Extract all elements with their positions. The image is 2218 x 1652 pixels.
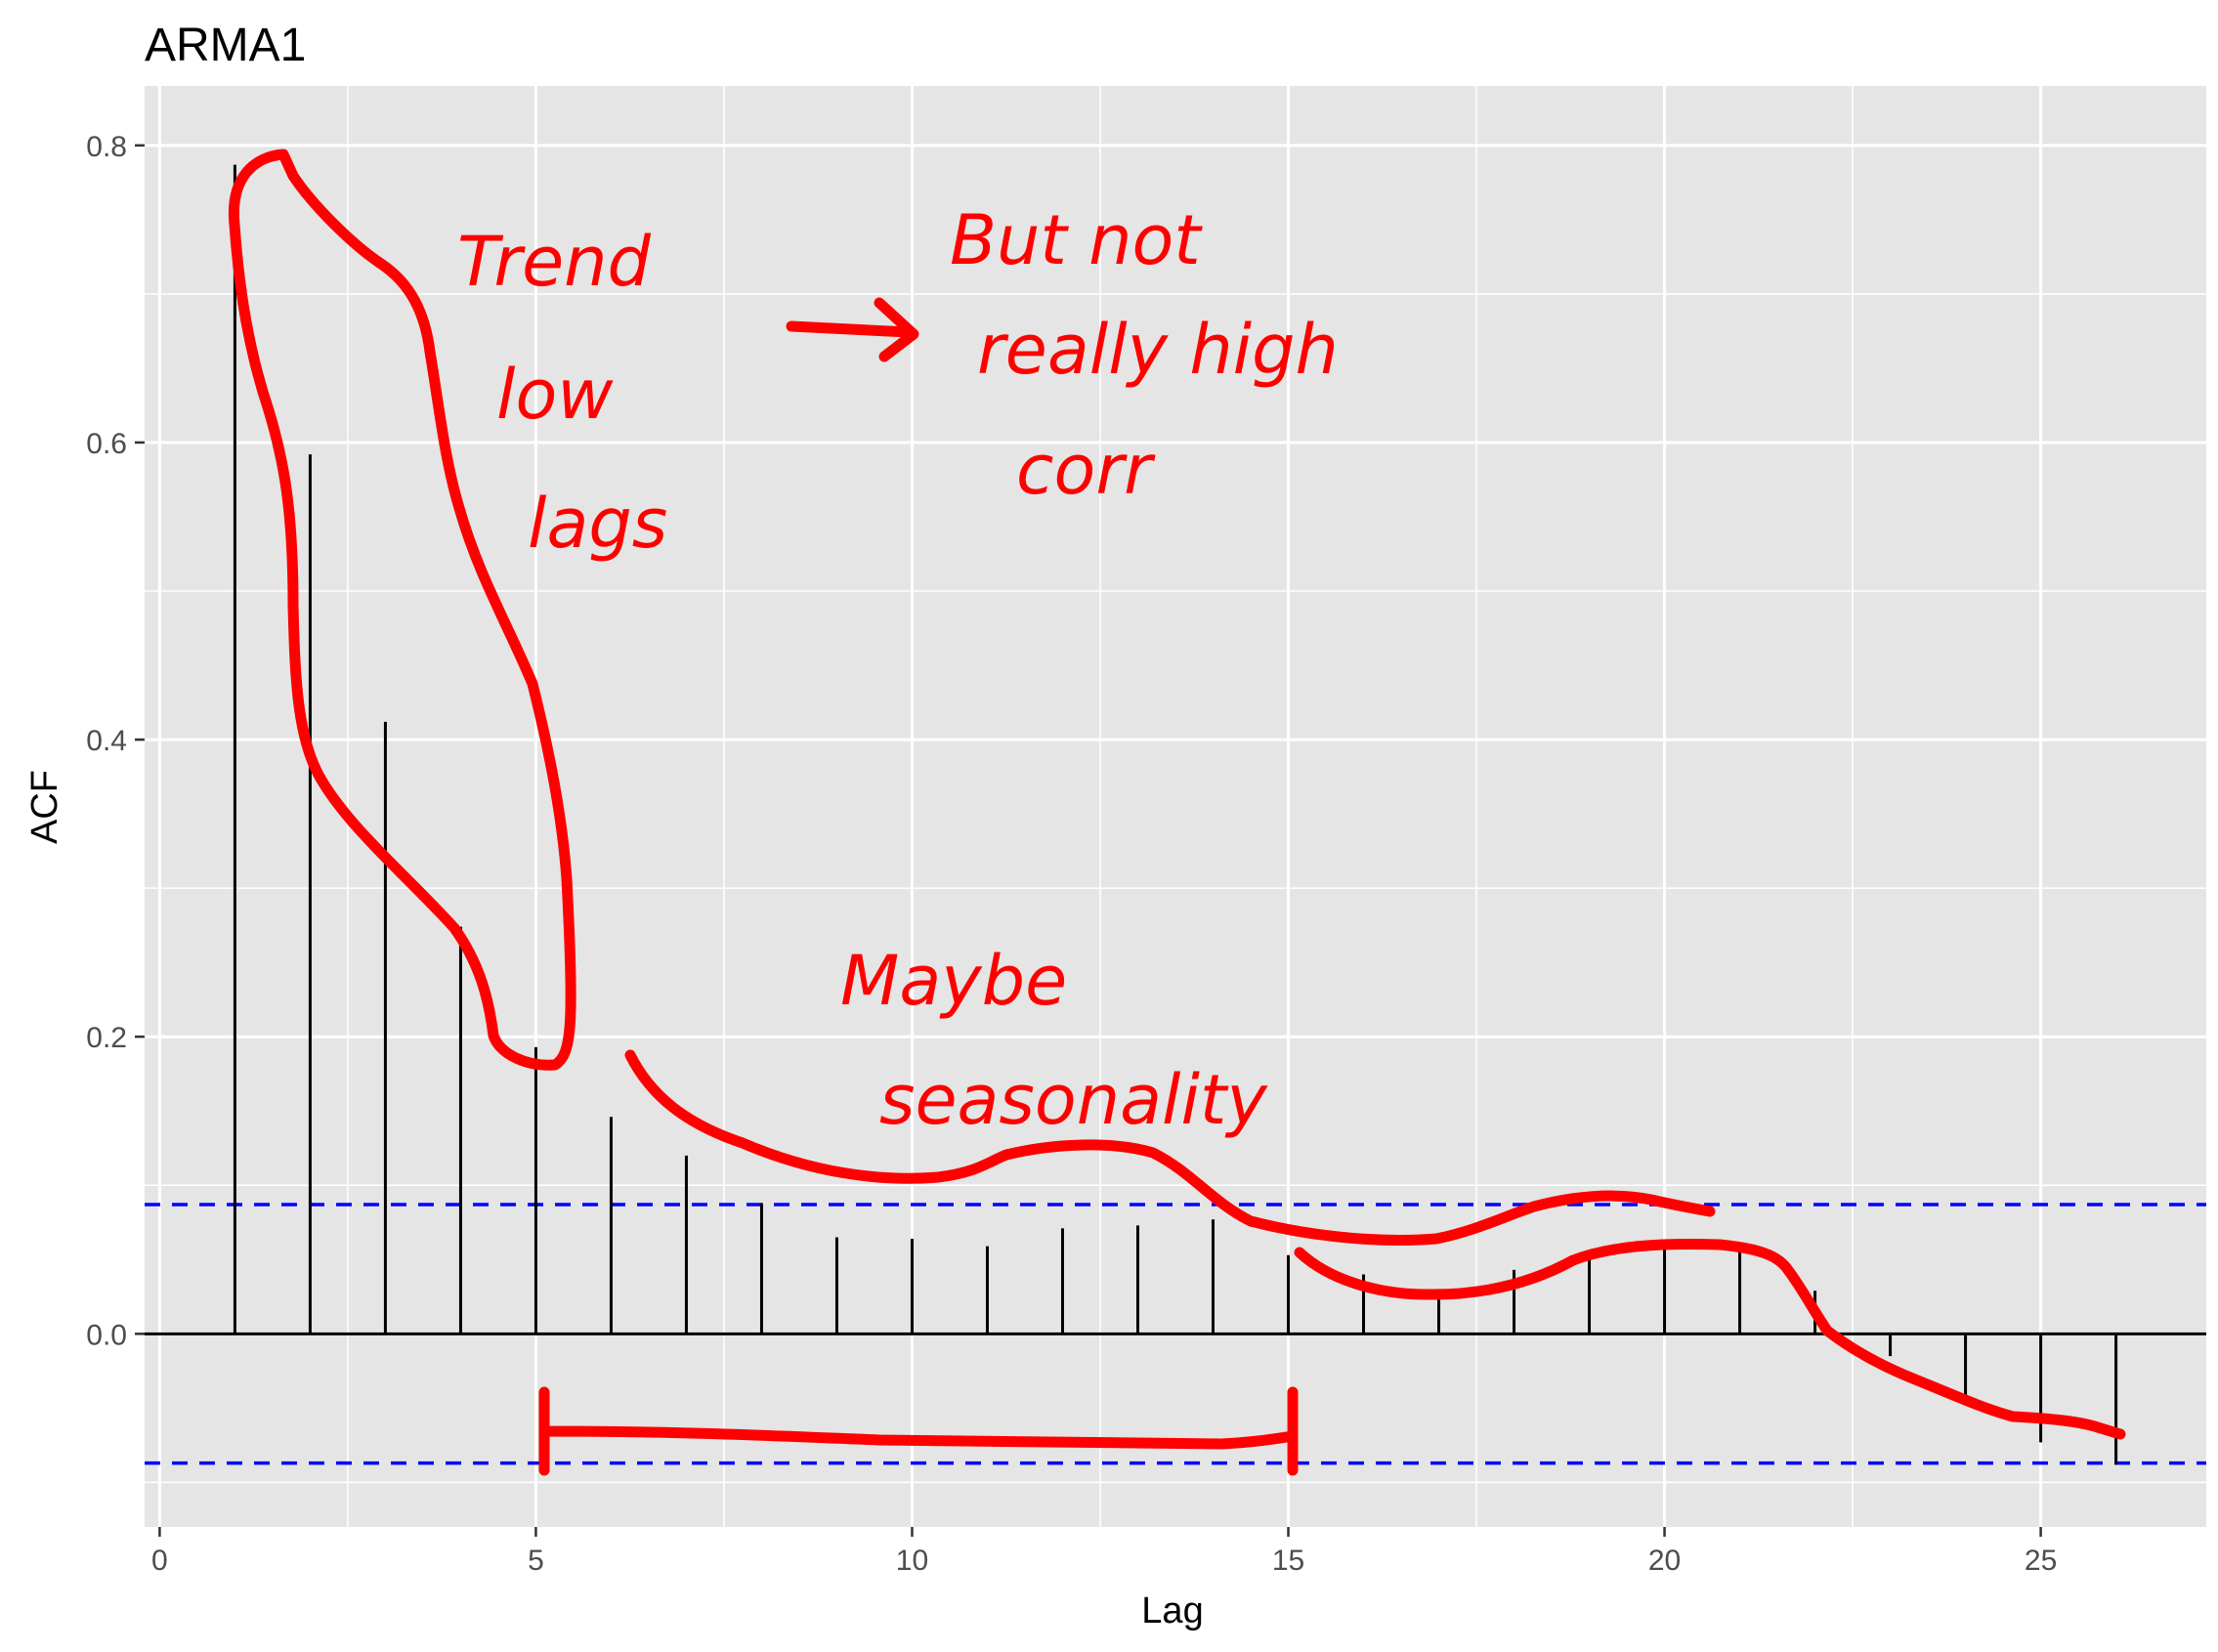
annotation-really-high: really high (977, 310, 1339, 390)
x-tick-label: 25 (2025, 1545, 2057, 1577)
y-axis-ticks: 0.0 0.2 0.4 0.6 0.8 (86, 131, 145, 1351)
x-tick-label: 10 (896, 1545, 928, 1577)
x-tick-label: 5 (528, 1545, 544, 1577)
annotation-seasonality-curve-1 (624, 1049, 1716, 1246)
x-tick-label: 15 (1272, 1545, 1304, 1577)
y-tick-label: 0.8 (86, 131, 127, 163)
confidence-band (145, 1203, 2206, 1465)
y-tick-label: 0.0 (86, 1319, 127, 1351)
annotation-seasonality: seasonality (879, 1060, 1268, 1140)
plot-panel (145, 86, 2206, 1527)
y-tick-label: 0.6 (86, 428, 127, 460)
x-tick-label: 0 (151, 1545, 168, 1577)
annotation-but-not: But not (950, 200, 1203, 280)
annotation-maybe: Maybe (840, 941, 1067, 1021)
annotation-loop-trend (228, 148, 576, 1071)
y-axis-title: ACF (24, 770, 65, 844)
x-tick-label: 20 (1648, 1545, 1681, 1577)
y-tick-label: 0.4 (86, 725, 127, 757)
y-tick-label: 0.2 (86, 1022, 127, 1054)
annotation-arrow (786, 297, 919, 362)
handwritten-annotations (228, 148, 2126, 1476)
annotation-text: Trend low lags But not really high corr … (457, 200, 1339, 1140)
acf-bars (233, 164, 2118, 1465)
annotation-low: low (496, 355, 614, 435)
annotation-corr: corr (1016, 430, 1156, 510)
chart-title: ARMA1 (145, 20, 306, 71)
annotation-bracket (538, 1386, 1299, 1476)
annotation-trend: Trend (457, 222, 652, 302)
x-axis-title: Lag (1141, 1590, 1203, 1631)
x-axis-ticks: 0 5 10 15 20 25 (151, 1527, 2057, 1577)
annotation-seasonality-curve-2 (1294, 1238, 2126, 1440)
annotation-lags: lags (528, 484, 667, 564)
